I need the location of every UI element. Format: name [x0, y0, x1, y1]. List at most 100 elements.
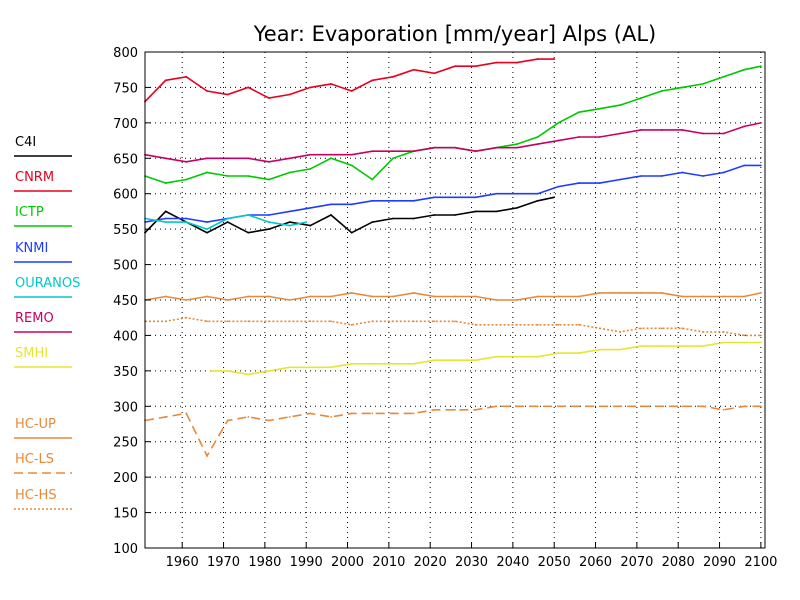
- data-point-hc-up: [598, 292, 601, 294]
- data-point-hc-hs: [392, 320, 394, 323]
- data-point-knmi: [640, 175, 642, 177]
- data-point-hc-up: [702, 295, 704, 298]
- data-point-c4i: [288, 221, 291, 223]
- data-point-ictp: [598, 107, 601, 110]
- data-point-hc-up: [619, 292, 622, 294]
- data-point-hc-ls: [433, 408, 436, 411]
- data-point-knmi: [371, 199, 374, 202]
- data-point-ouranos: [164, 221, 167, 223]
- y-tick-label: 600: [113, 188, 138, 203]
- data-point-ouranos: [268, 221, 270, 223]
- data-point-ictp: [309, 168, 312, 170]
- data-point-hc-hs: [433, 320, 436, 323]
- data-point-ictp: [288, 171, 291, 174]
- data-point-ictp: [619, 104, 622, 107]
- data-point-cnrm: [185, 75, 188, 78]
- data-point-ictp: [350, 164, 353, 167]
- data-point-smhi: [412, 362, 415, 365]
- data-point-c4i: [433, 214, 436, 216]
- series-remo: [144, 121, 762, 163]
- y-tick-label: 450: [113, 294, 138, 309]
- data-point-hc-hs: [226, 320, 229, 323]
- data-point-hc-ls: [309, 412, 312, 415]
- data-point-c4i: [536, 199, 539, 202]
- x-axis: 1960 1970 1980 1990 2000 2010 2020 2030 2040 2050…: [166, 542, 777, 570]
- data-point-ouranos: [247, 214, 250, 216]
- data-point-hc-ls: [516, 405, 518, 408]
- data-point-hc-ls: [454, 408, 456, 411]
- data-point-cnrm: [392, 75, 394, 78]
- data-point-hc-hs: [759, 334, 762, 337]
- data-point-hc-hs: [619, 330, 622, 333]
- data-point-cnrm: [309, 86, 312, 89]
- series-line-hc-up: [144, 292, 762, 301]
- data-point-ictp: [660, 90, 663, 92]
- data-point-hc-up: [433, 295, 436, 298]
- x-tick-label: 2040: [496, 555, 529, 570]
- data-point-cnrm: [164, 79, 167, 82]
- data-point-hc-up: [495, 299, 498, 301]
- data-point-hc-ls: [557, 405, 560, 408]
- data-point-hc-ls: [759, 405, 762, 408]
- data-point-hc-hs: [268, 320, 270, 323]
- data-point-ictp: [557, 121, 560, 124]
- legend: C4I CNRM ICTP KNMI OURANOS REMO SMHI HC-UP HC-LS…: [14, 135, 80, 510]
- data-point-hc-up: [288, 299, 291, 301]
- data-point-hc-up: [392, 295, 394, 298]
- data-point-ouranos: [305, 221, 308, 223]
- y-tick-label: 750: [113, 81, 138, 96]
- data-point-hc-ls: [288, 416, 291, 418]
- data-point-hc-hs: [743, 334, 746, 337]
- series-hc-up: [144, 292, 762, 301]
- data-point-hc-hs: [371, 320, 374, 323]
- series-line-ouranos: [144, 214, 307, 230]
- data-point-smhi: [371, 362, 374, 365]
- data-point-knmi: [722, 171, 725, 174]
- data-point-c4i: [330, 214, 332, 216]
- data-point-knmi: [288, 210, 291, 213]
- series-ouranos: [144, 214, 308, 231]
- data-point-smhi: [309, 366, 312, 369]
- data-point-remo: [495, 146, 498, 149]
- data-point-hc-ls: [226, 419, 229, 422]
- data-point-hc-hs: [722, 330, 725, 333]
- data-point-remo: [454, 146, 456, 149]
- data-point-hc-hs: [660, 327, 663, 330]
- data-point-cnrm: [474, 65, 477, 68]
- data-point-hc-up: [516, 299, 518, 301]
- data-point-remo: [392, 150, 394, 153]
- data-point-hc-hs: [640, 327, 642, 330]
- data-point-ictp: [185, 178, 188, 181]
- data-point-cnrm: [330, 82, 332, 85]
- data-point-hc-up: [578, 295, 580, 298]
- data-point-hc-ls: [412, 412, 415, 415]
- data-point-c4i: [392, 217, 394, 220]
- series-line-ictp: [144, 65, 762, 184]
- data-point-knmi: [185, 217, 188, 220]
- data-point-remo: [722, 132, 725, 135]
- data-point-hc-ls: [268, 419, 270, 422]
- data-point-ictp: [578, 111, 580, 114]
- data-point-c4i: [350, 231, 353, 234]
- data-point-hc-ls: [640, 405, 642, 408]
- y-tick-label: 500: [113, 259, 138, 274]
- data-point-hc-hs: [681, 327, 684, 330]
- data-point-ictp: [392, 157, 394, 160]
- y-tick-label: 350: [113, 365, 138, 380]
- data-point-ictp: [206, 171, 208, 174]
- data-point-hc-ls: [371, 412, 374, 415]
- data-point-smhi: [226, 369, 229, 372]
- data-point-cnrm: [226, 93, 229, 96]
- data-point-remo: [474, 150, 477, 153]
- data-point-ictp: [164, 182, 167, 184]
- data-point-remo: [640, 129, 642, 131]
- x-tick-label: 1970: [207, 555, 240, 570]
- legend-label-c4i: C4I: [15, 135, 36, 150]
- data-point-hc-up: [371, 295, 374, 298]
- y-tick-label: 650: [113, 152, 138, 167]
- x-tick-label: 1960: [166, 555, 199, 570]
- data-point-knmi: [743, 164, 746, 167]
- legend-label-smhi: SMHI: [15, 346, 48, 361]
- data-point-cnrm: [454, 65, 456, 68]
- data-point-cnrm: [268, 97, 270, 99]
